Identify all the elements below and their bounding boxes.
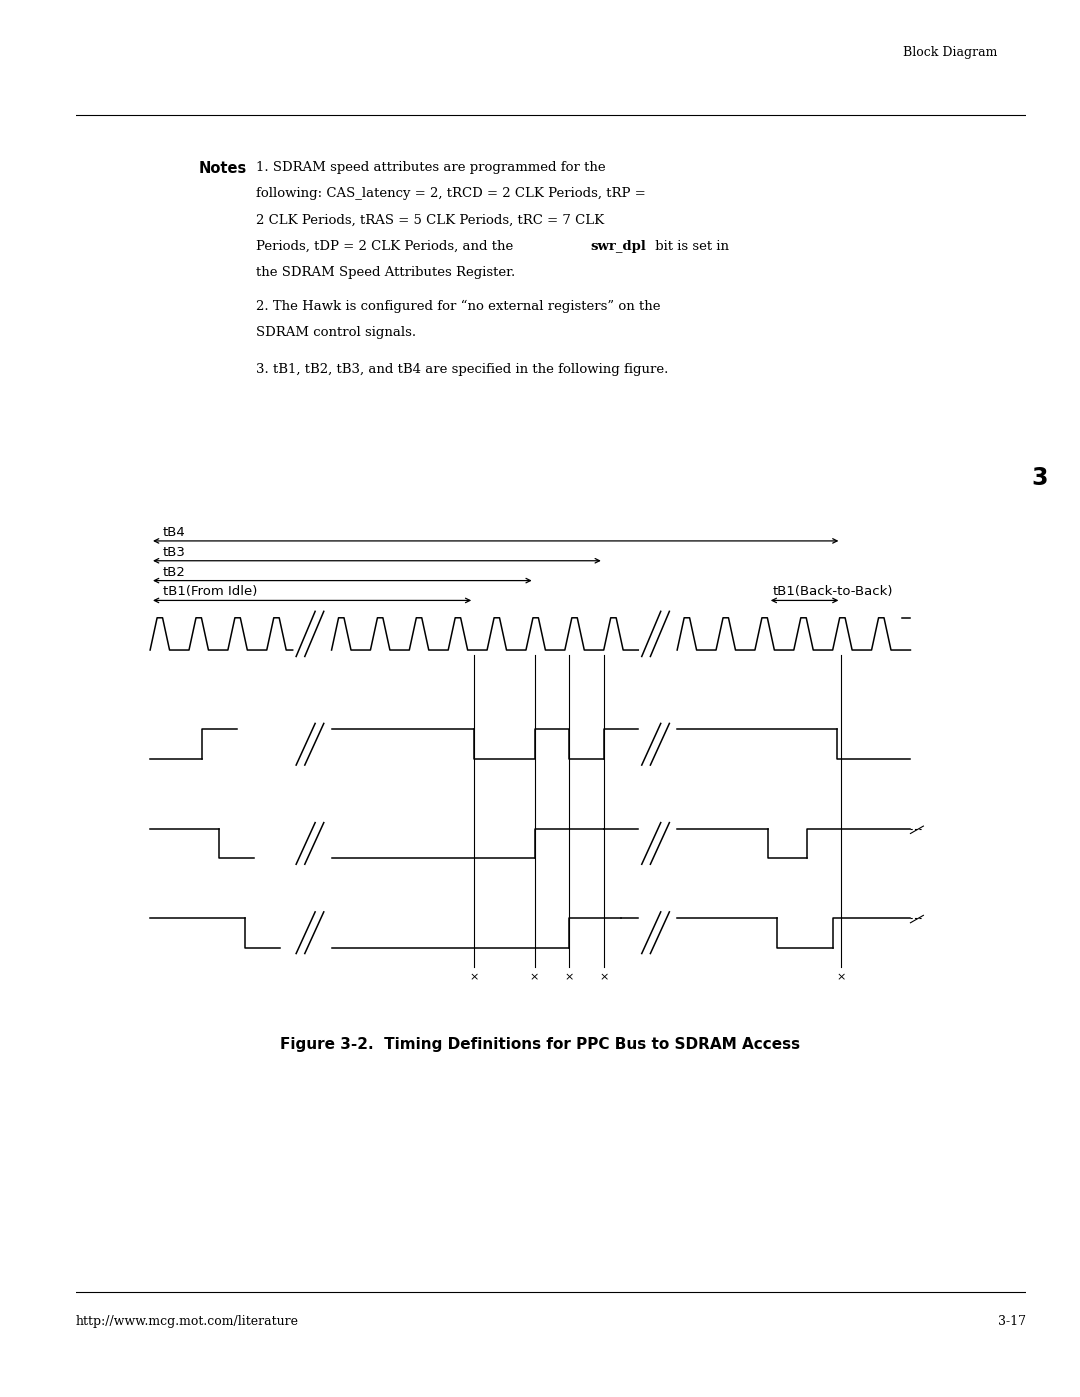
Text: tB4: tB4 [163,525,186,539]
Text: 3: 3 [1031,467,1048,490]
Text: ×: × [565,972,573,982]
Text: Block Diagram: Block Diagram [903,46,998,59]
Text: ×: × [837,972,846,982]
Text: http://www.mcg.mot.com/literature: http://www.mcg.mot.com/literature [76,1316,298,1329]
Text: SDRAM control signals.: SDRAM control signals. [256,326,416,339]
Text: tB1(From Idle): tB1(From Idle) [163,585,257,598]
Text: tB1(Back-to-Back): tB1(Back-to-Back) [772,585,893,598]
Text: tB2: tB2 [163,566,186,578]
Text: the SDRAM Speed Attributes Register.: the SDRAM Speed Attributes Register. [256,265,515,279]
Text: ×: × [470,972,478,982]
Text: following: CAS_latency = 2, tRCD = 2 CLK Periods, tRP =: following: CAS_latency = 2, tRCD = 2 CLK… [256,187,646,200]
Text: 1. SDRAM speed attributes are programmed for the: 1. SDRAM speed attributes are programmed… [256,161,605,175]
Text: 3-17: 3-17 [998,1316,1026,1329]
Text: Figure 3-2.  Timing Definitions for PPC Bus to SDRAM Access: Figure 3-2. Timing Definitions for PPC B… [280,1037,800,1052]
Text: Notes: Notes [198,161,246,176]
Text: 2. The Hawk is configured for “no external registers” on the: 2. The Hawk is configured for “no extern… [256,300,660,313]
Text: 3. tB1, tB2, tB3, and tB4 are specified in the following figure.: 3. tB1, tB2, tB3, and tB4 are specified … [256,363,669,376]
Text: tB3: tB3 [163,546,186,559]
Text: 2 CLK Periods, tRAS = 5 CLK Periods, tRC = 7 CLK: 2 CLK Periods, tRAS = 5 CLK Periods, tRC… [256,214,604,226]
Text: ×: × [599,972,608,982]
Text: ×: × [530,972,539,982]
Text: bit is set in: bit is set in [651,240,729,253]
Text: swr_dpl: swr_dpl [590,240,646,253]
Text: Periods, tDP = 2 CLK Periods, and the: Periods, tDP = 2 CLK Periods, and the [256,240,517,253]
